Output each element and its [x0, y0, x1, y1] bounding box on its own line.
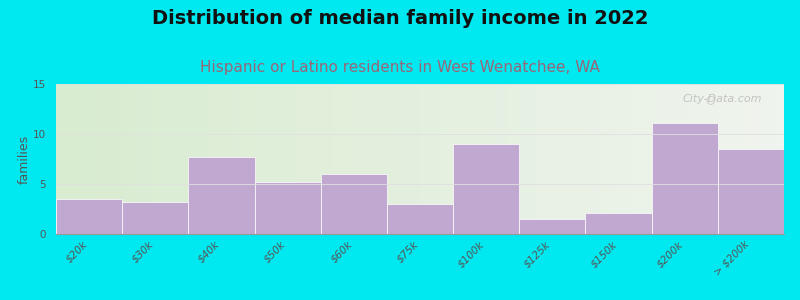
Text: Distribution of median family income in 2022: Distribution of median family income in … [152, 9, 648, 28]
Bar [718, 149, 784, 234]
Bar [321, 174, 387, 234]
Text: Hispanic or Latino residents in West Wenatchee, WA: Hispanic or Latino residents in West Wen… [200, 60, 600, 75]
Bar [188, 157, 254, 234]
Bar [453, 144, 519, 234]
Bar [254, 182, 321, 234]
Text: ○: ○ [705, 94, 715, 104]
Bar [519, 219, 586, 234]
Bar [122, 202, 188, 234]
Text: City-Data.com: City-Data.com [682, 94, 762, 104]
Y-axis label: families: families [18, 134, 30, 184]
Bar [387, 204, 453, 234]
Bar [652, 123, 718, 234]
Bar [586, 213, 652, 234]
Bar [56, 199, 122, 234]
